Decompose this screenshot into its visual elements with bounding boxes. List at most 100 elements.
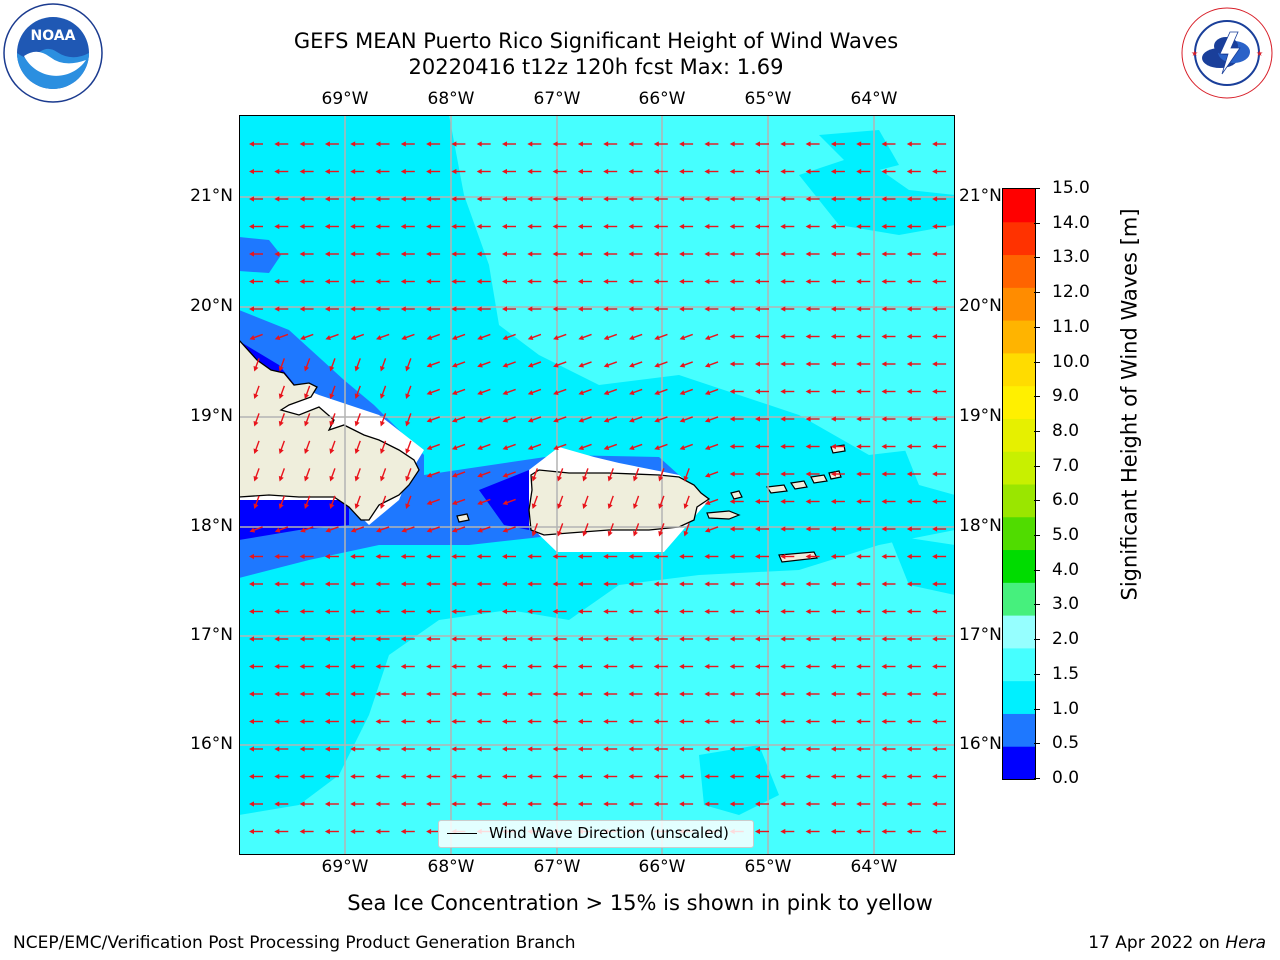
wave-direction-arrow: [881, 608, 896, 615]
wave-direction-arrow: [633, 468, 640, 482]
wave-direction-arrow: [249, 333, 263, 340]
wave-direction-arrow: [906, 361, 921, 367]
wave-direction-arrow: [830, 251, 845, 257]
wave-direction-arrow: [805, 168, 820, 175]
wave-direction-arrow: [400, 306, 415, 312]
wave-direction-arrow: [557, 468, 564, 482]
wave-direction-arrow: [577, 553, 592, 560]
wave-direction-arrow: [729, 361, 744, 367]
wave-direction-arrow: [932, 746, 947, 752]
lon-label-top: 64°W: [850, 89, 898, 109]
wave-direction-arrow: [856, 361, 871, 367]
wave-direction-arrow: [274, 773, 289, 780]
wave-direction-arrow: [805, 828, 820, 835]
colorbar-tick-mark: [1034, 708, 1040, 710]
wave-direction-arrow: [603, 691, 618, 697]
wave-direction-arrow: [502, 223, 516, 230]
wave-direction-arrow: [679, 636, 694, 642]
wave-direction-arrow: [679, 581, 694, 587]
wave-direction-arrow: [502, 526, 516, 533]
wave-direction-arrow: [607, 523, 614, 537]
wave-direction-arrow: [577, 636, 592, 642]
wave-direction-arrow: [830, 388, 845, 395]
wave-direction-arrow: [451, 388, 466, 395]
wave-direction-arrow: [477, 443, 491, 450]
lat-label-right: 16°N: [959, 734, 1002, 754]
wave-direction-arrow: [582, 523, 589, 537]
wave-direction-arrow: [704, 388, 719, 395]
wave-direction-arrow: [249, 141, 263, 147]
wave-direction-arrow: [582, 468, 589, 482]
wave-direction-arrow: [405, 358, 412, 372]
lon-label-top: 65°W: [744, 89, 792, 109]
wave-direction-arrow: [375, 306, 390, 312]
wave-direction-arrow: [780, 526, 795, 532]
wave-direction-arrow: [856, 196, 871, 202]
wave-direction-arrow: [653, 251, 668, 257]
wave-direction-arrow: [451, 471, 466, 478]
wave-direction-arrow: [502, 471, 516, 478]
wave-direction-arrow: [324, 141, 339, 147]
map-panel: Wind Wave Direction (unscaled): [239, 115, 955, 855]
colorbar-segment: [1003, 516, 1035, 551]
wave-direction-arrow: [830, 223, 845, 230]
wave-direction-arrow: [577, 581, 592, 587]
wave-direction-arrow: [300, 333, 314, 340]
wave-direction-arrow: [603, 168, 618, 175]
wave-direction-arrow: [426, 553, 441, 560]
wave-direction-arrow: [527, 801, 542, 807]
wave-direction-arrow: [805, 608, 820, 615]
wave-direction-arrow: [451, 196, 466, 202]
wave-direction-arrow: [527, 691, 542, 697]
wave-direction-arrow: [552, 691, 567, 697]
wave-direction-arrow: [628, 718, 643, 725]
wave-direction-arrow: [704, 553, 719, 560]
wave-direction-arrow: [350, 333, 365, 340]
wave-direction-arrow: [324, 691, 339, 697]
land-hispaniola: [239, 339, 420, 521]
wave-direction-arrow: [350, 636, 365, 642]
wave-direction-arrow: [704, 663, 719, 670]
wave-direction-arrow: [249, 773, 263, 780]
wave-direction-arrow: [628, 306, 643, 312]
wave-direction-arrow: [755, 581, 769, 587]
colorbar-tick-mark: [1034, 396, 1040, 398]
wave-direction-arrow: [906, 141, 921, 147]
wave-direction-arrow: [729, 498, 744, 505]
wave-direction-arrow: [679, 141, 694, 147]
wave-direction-arrow: [805, 663, 820, 670]
wave-direction-arrow: [653, 608, 668, 615]
wave-direction-arrow: [780, 498, 795, 505]
wave-direction-arrow: [375, 278, 390, 285]
wave-direction-arrow: [856, 251, 871, 257]
wave-direction-arrow: [653, 718, 668, 725]
colorbar-tick-label: 15.0: [1052, 178, 1090, 198]
wave-direction-arrow: [906, 636, 921, 642]
wave-direction-arrow: [881, 553, 896, 560]
wave-direction-arrow: [780, 388, 795, 395]
wave-direction-arrow: [375, 608, 390, 615]
wave-direction-arrow: [274, 168, 289, 175]
wave-direction-arrow: [654, 388, 668, 395]
lon-label-bottom: 65°W: [744, 857, 792, 877]
wave-direction-arrow: [704, 443, 719, 450]
wave-direction-arrow: [780, 443, 795, 450]
wave-direction-arrow: [350, 306, 365, 312]
wave-direction-arrow: [426, 333, 440, 340]
wave-direction-arrow: [830, 828, 845, 835]
wave-direction-arrow: [426, 168, 441, 175]
wave-direction-arrow: [654, 361, 668, 368]
wave-direction-arrow: [729, 471, 744, 477]
wave-direction-arrow: [451, 801, 466, 807]
lat-label-right: 19°N: [959, 406, 1002, 426]
wave-direction-arrow: [477, 361, 491, 368]
wave-direction-arrow: [400, 746, 415, 752]
wave-direction-arrow: [552, 608, 567, 615]
wave-direction-arrow: [476, 141, 491, 147]
wave-direction-arrow: [729, 526, 744, 532]
wave-direction-arrow: [400, 718, 415, 725]
wave-direction-arrow: [830, 636, 845, 642]
wave-direction-arrow: [476, 306, 491, 312]
wave-direction-arrow: [780, 718, 795, 725]
wave-direction-arrow: [603, 278, 618, 285]
